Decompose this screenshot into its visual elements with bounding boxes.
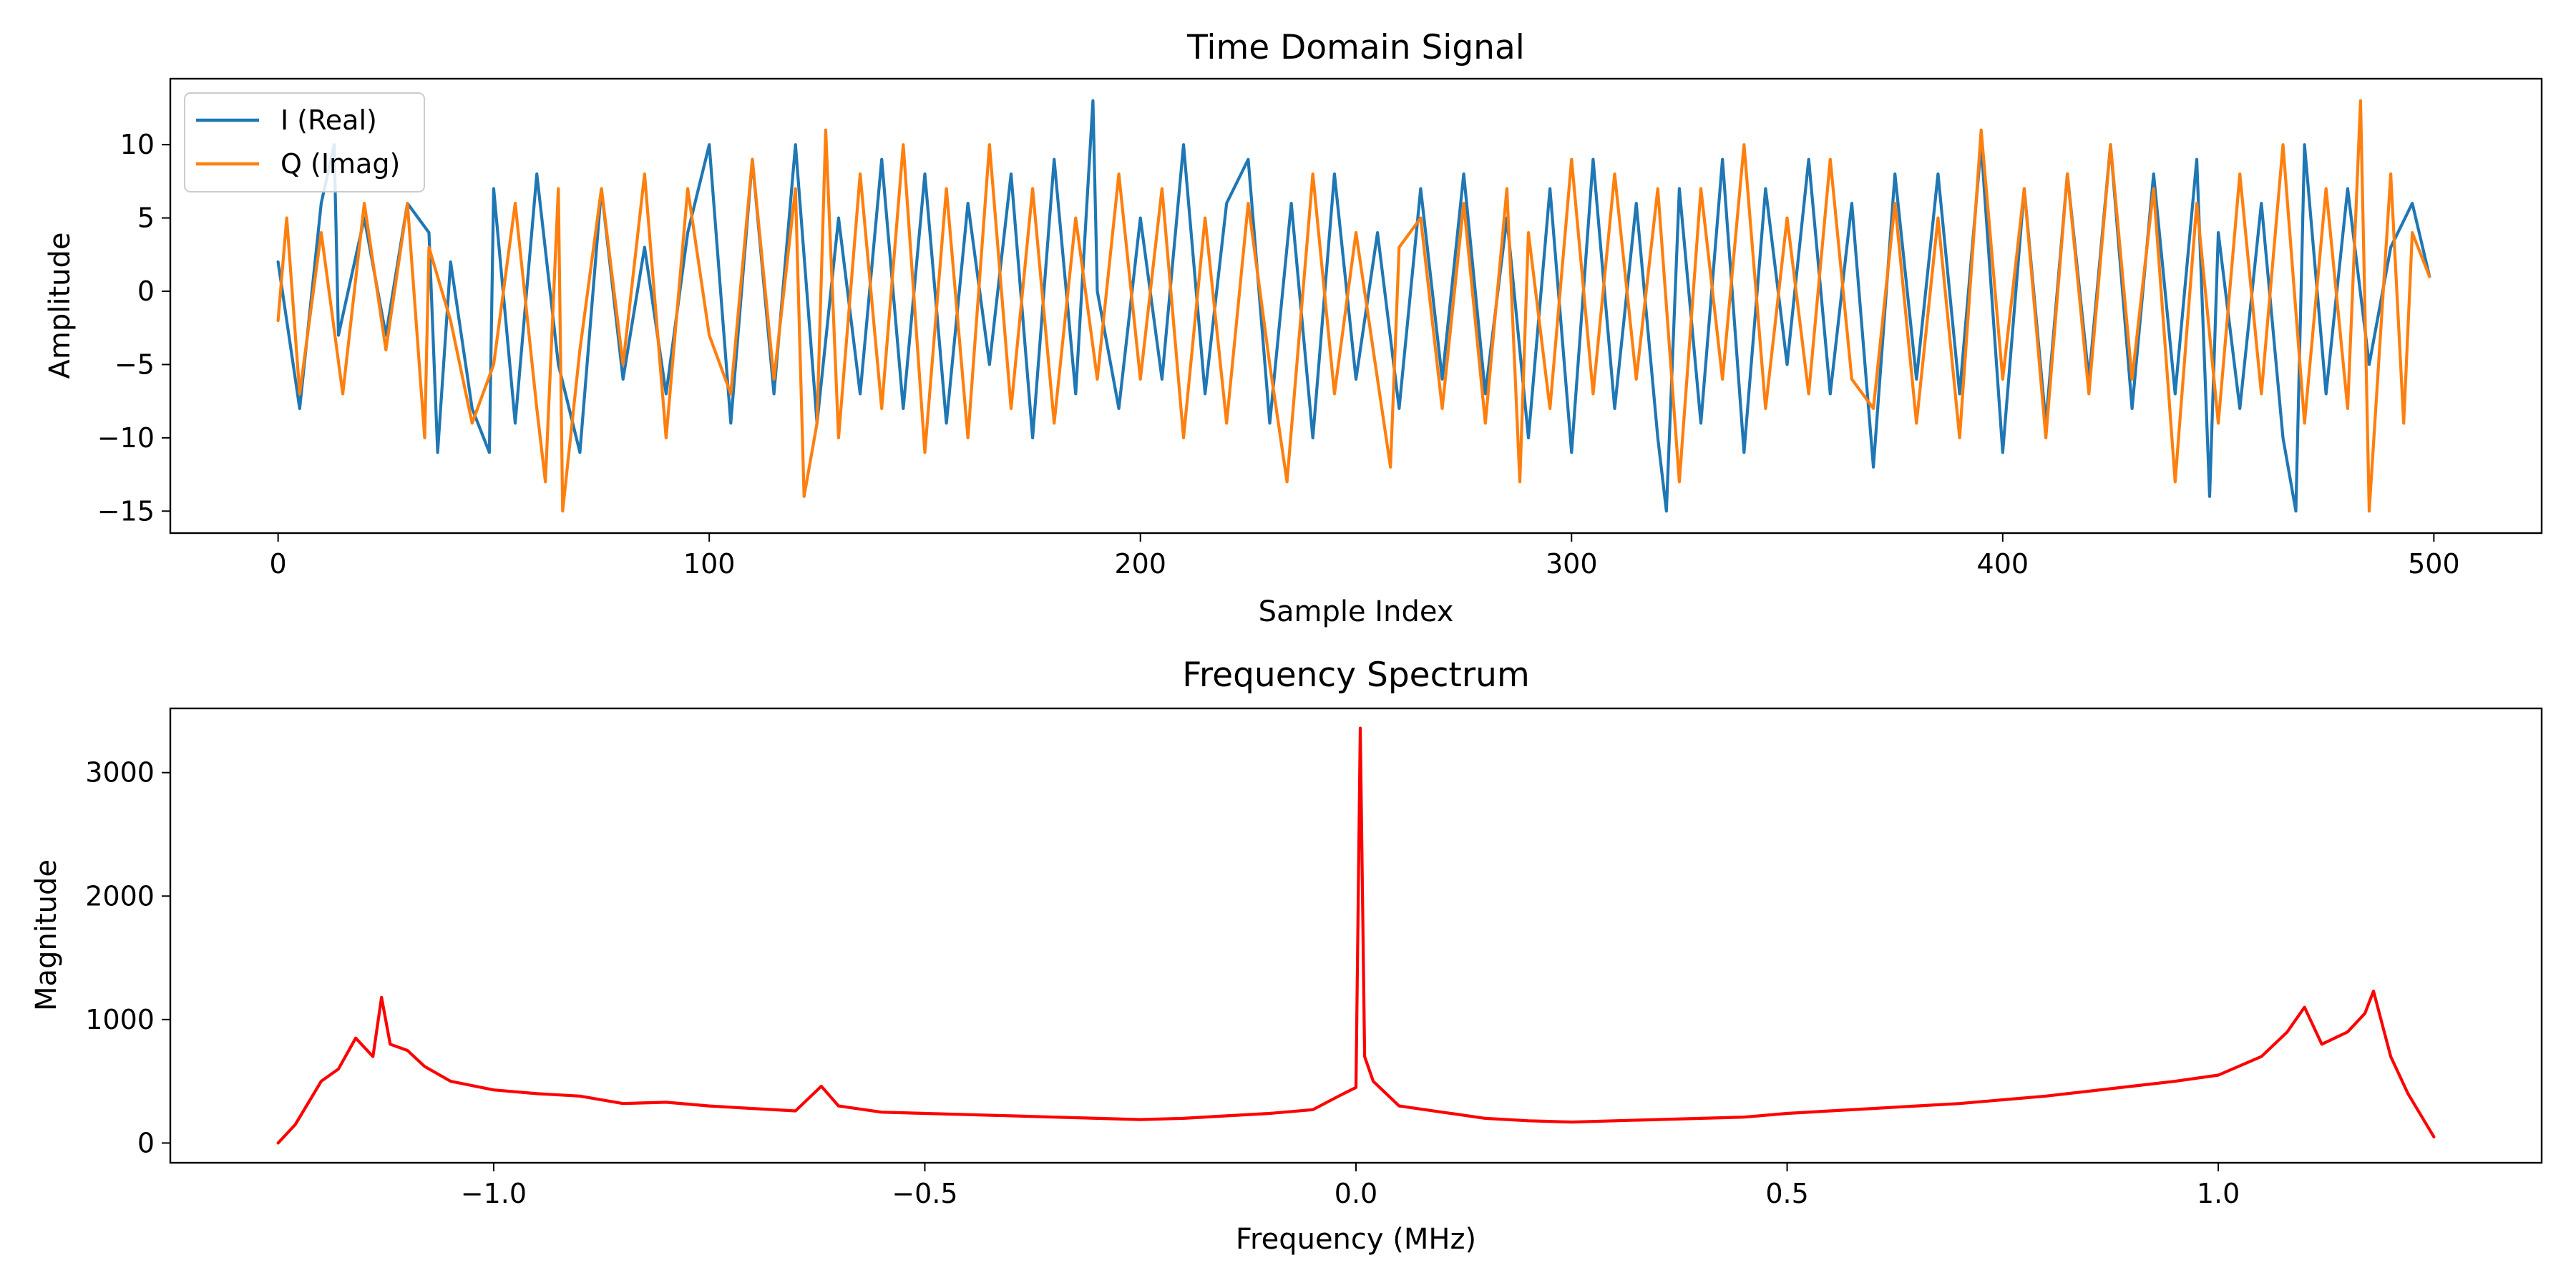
y-tick-label: 0 xyxy=(137,275,155,307)
y-tick-label: −5 xyxy=(114,348,155,380)
x-tick-label: 0 xyxy=(270,548,287,580)
x-tick-label: 1.0 xyxy=(2197,1178,2240,1209)
x-ticks: 0 100 200 300 400 500 xyxy=(270,533,2460,580)
x-tick-label: −1.0 xyxy=(461,1178,527,1209)
y-tick-label: 3000 xyxy=(85,757,155,789)
x-tick-label: 0.5 xyxy=(1765,1178,1808,1209)
y-tick-label: −10 xyxy=(97,422,155,454)
x-tick-label: 300 xyxy=(1546,548,1598,580)
y-tick-label: 5 xyxy=(137,203,155,234)
legend-label-i: I (Real) xyxy=(280,104,377,136)
legend: I (Real) Q (Imag) xyxy=(184,92,425,192)
y-tick-label: −15 xyxy=(97,495,155,527)
y-ticks: 10 5 0 −5 −10 −15 xyxy=(97,129,170,527)
x-tick-label: 100 xyxy=(683,548,736,580)
chart-title: Time Domain Signal xyxy=(1186,28,1525,67)
legend-label-q: Q (Imag) xyxy=(280,148,400,180)
series-lines xyxy=(276,726,2436,1145)
y-axis-label: Amplitude xyxy=(44,233,77,379)
y-tick-label: 1000 xyxy=(85,1004,155,1035)
frequency-spectrum-chart: Frequency Spectrum −1.0 −0.5 0.0 0.5 1.0 300… xyxy=(30,655,2543,1256)
y-tick-label: 2000 xyxy=(85,880,155,912)
series-line-1 xyxy=(276,726,2436,1145)
y-axis-label: Magnitude xyxy=(30,859,63,1011)
x-axis-label: Sample Index xyxy=(1259,595,1454,628)
x-tick-label: 0.0 xyxy=(1335,1178,1377,1209)
plot-frame xyxy=(169,77,2543,535)
legend-box xyxy=(184,92,425,192)
chart-title: Frequency Spectrum xyxy=(1182,655,1530,695)
series-line-2 xyxy=(276,99,2431,513)
x-ticks: −1.0 −0.5 0.0 0.5 1.0 xyxy=(461,1163,2240,1209)
x-tick-label: −0.5 xyxy=(892,1178,957,1209)
x-axis-label: Frequency (MHz) xyxy=(1236,1223,1476,1256)
x-tick-label: 200 xyxy=(1114,548,1166,580)
time-domain-chart: Time Domain Signal 0 100 200 300 400 500 10 5 0… xyxy=(44,28,2543,628)
series-lines xyxy=(276,99,2431,513)
x-tick-label: 500 xyxy=(2408,548,2460,580)
x-tick-label: 400 xyxy=(1977,548,2029,580)
y-tick-label: 0 xyxy=(137,1127,155,1158)
y-tick-label: 10 xyxy=(120,129,155,160)
y-ticks: 3000 2000 1000 0 xyxy=(85,757,170,1158)
